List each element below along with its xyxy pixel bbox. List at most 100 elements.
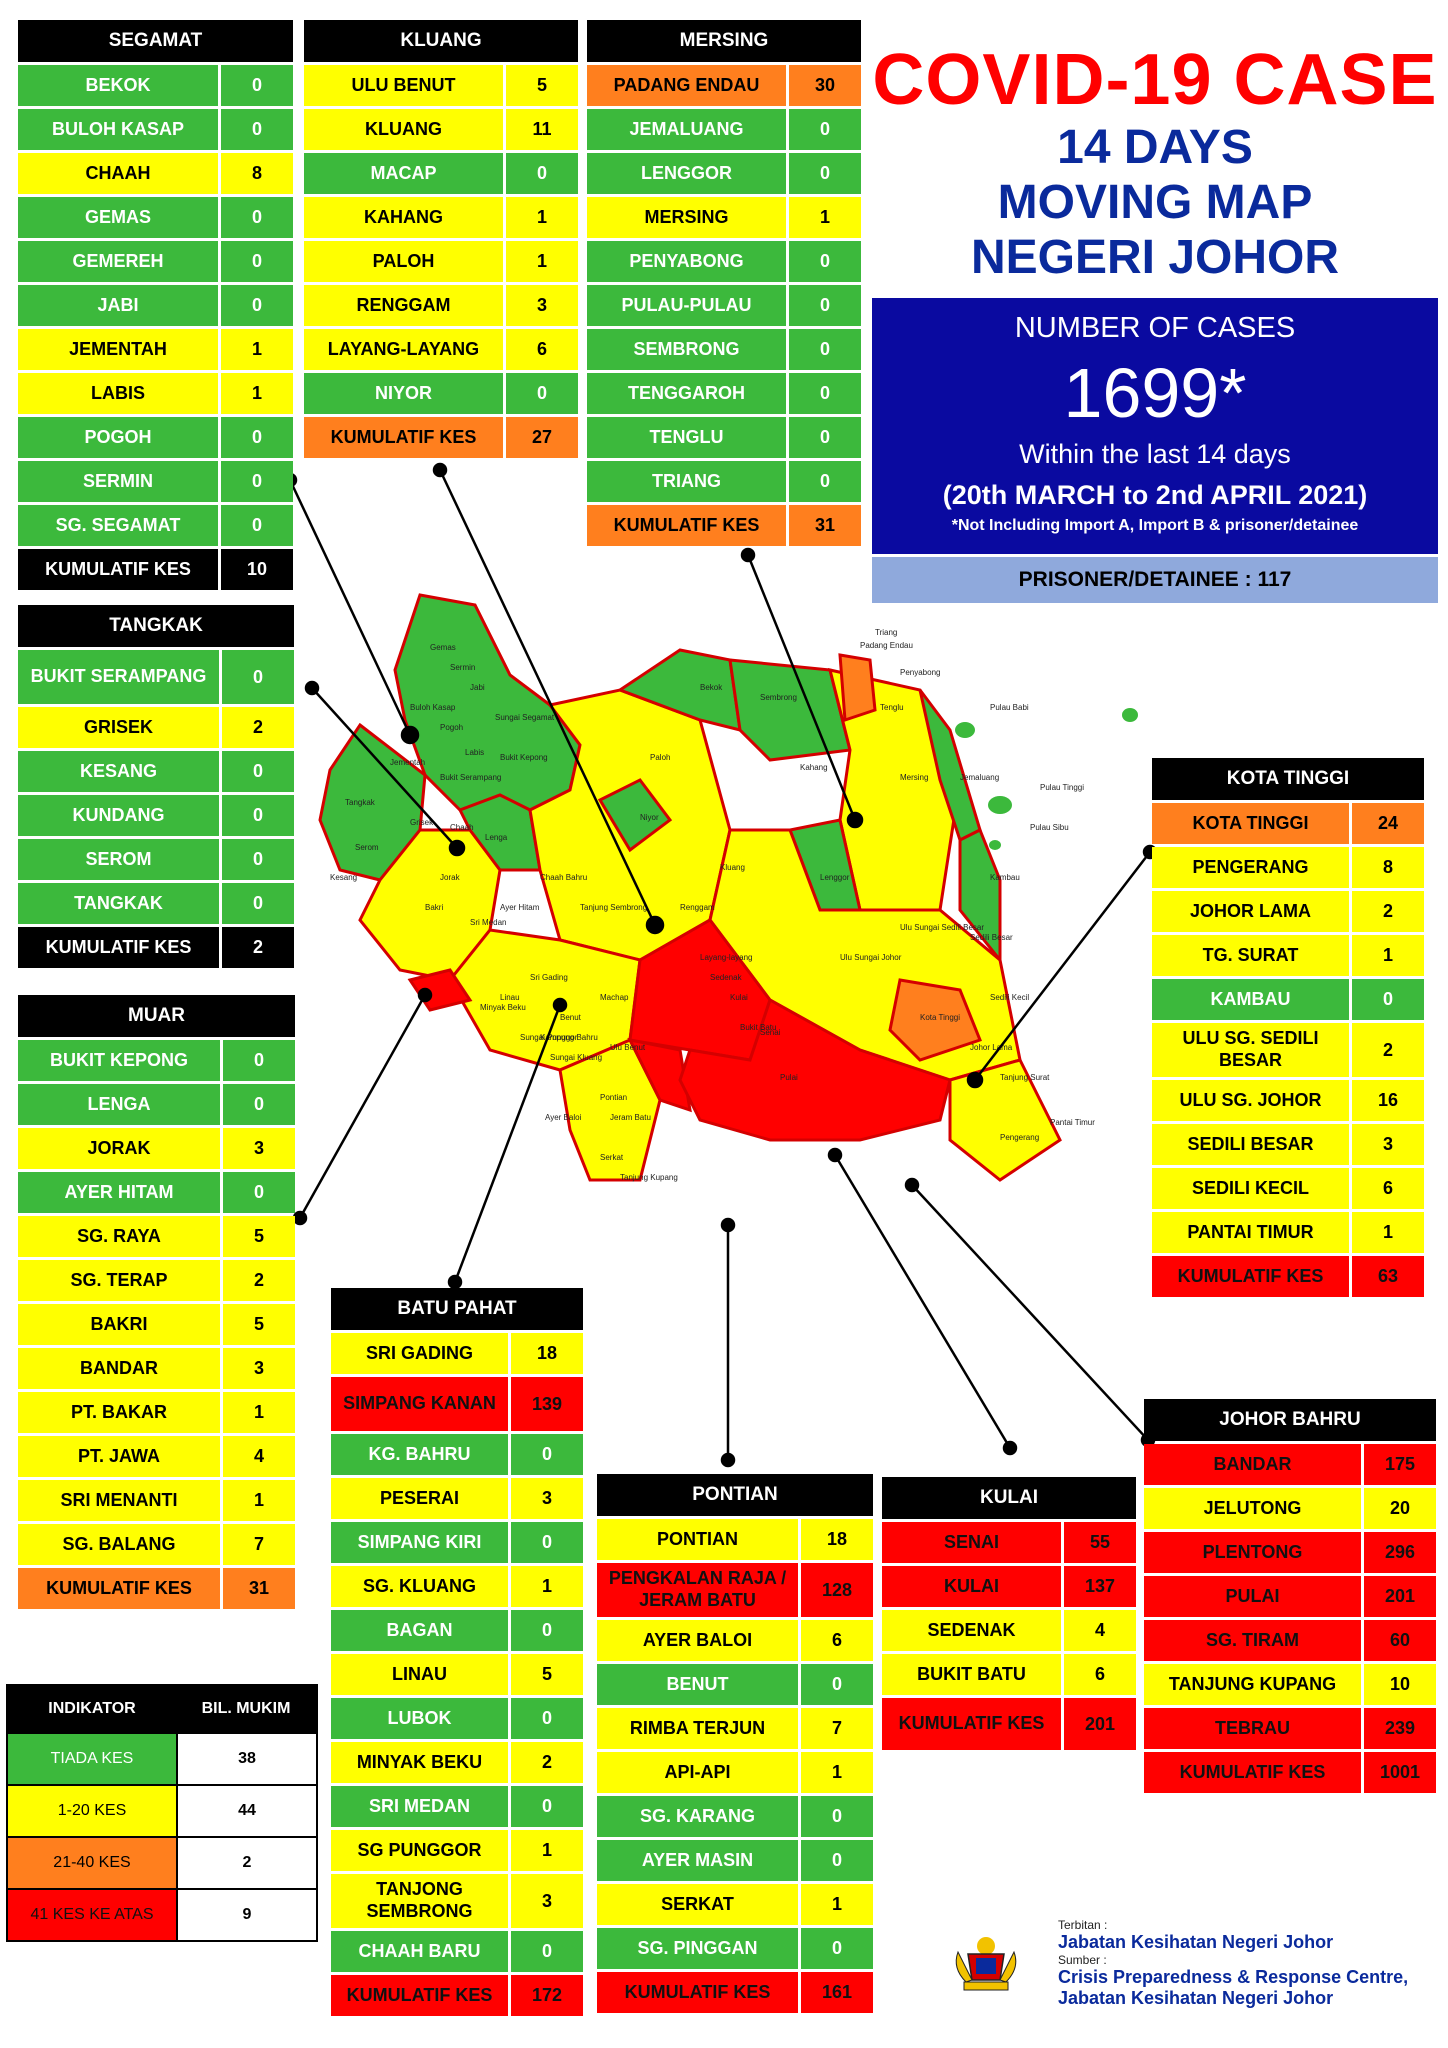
map-label: Machap [600,993,629,1002]
map-label: Pontian [600,1093,627,1102]
map-label: Ulu Sungai Johor [840,953,902,962]
mukim-row: BUKIT KEPONG 0 [18,1040,295,1081]
map-label: Ulu Benut [610,1043,646,1052]
mukim-name: PONTIAN [597,1519,798,1560]
mukim-row: SEDILI BESAR 3 [1152,1124,1424,1165]
case-count: 27 [506,417,578,458]
mukim-name: ULU SG. SEDILI BESAR [1152,1023,1349,1077]
map-label: Senai [760,1028,781,1037]
case-count: 1 [801,1752,873,1793]
mukim-row: API-API 1 [597,1752,873,1793]
mukim-row: KULAI 137 [882,1566,1136,1607]
mukim-name: KUMULATIF KES [304,417,503,458]
mukim-row: POGOH 0 [18,417,293,458]
island-pulau-sibu [989,840,1001,850]
case-count: 0 [789,417,861,458]
mukim-row: JELUTONG 20 [1144,1488,1436,1529]
mukim-row: CHAAH 8 [18,153,293,194]
prisoner-count: PRISONER/DETAINEE : 117 [872,557,1438,603]
mukim-name: CHAAH BARU [331,1931,508,1972]
legend-label: 1-20 KES [8,1786,176,1836]
mukim-name: SG. TERAP [18,1260,220,1301]
case-count: 6 [801,1620,873,1661]
case-count: 0 [222,839,294,880]
cumulative-row: KUMULATIF KES 172 [331,1975,583,2016]
mukim-name: RIMBA TERJUN [597,1708,798,1749]
case-count: 0 [221,241,293,282]
mukim-name: TEBRAU [1144,1708,1361,1749]
map-label: Kampung Bahru [540,1033,598,1042]
map-label: Sedili Kecil [990,993,1029,1002]
mukim-name: JEMALUANG [587,109,786,150]
mukim-name: SRI GADING [331,1333,508,1374]
mukim-name: BANDAR [18,1348,220,1389]
mukim-row: LENGGOR 0 [587,153,861,194]
case-count: 1 [223,1392,295,1433]
case-count: 1 [221,329,293,370]
case-count: 3 [511,1874,583,1928]
mukim-row: KAMBAU 0 [1152,979,1424,1020]
mukim-name: KLUANG [304,109,503,150]
case-count: 0 [801,1840,873,1881]
case-count: 0 [223,1172,295,1213]
case-count: 161 [801,1972,873,2013]
cases-date-range: (20th MARCH to 2nd APRIL 2021) [942,480,1368,510]
case-count: 1 [221,373,293,414]
case-count: 128 [801,1563,873,1617]
cases-summary-box: NUMBER OF CASES 1699* Within the last 14… [872,298,1438,554]
mukim-name: AYER MASIN [597,1840,798,1881]
cumulative-row: KUMULATIF KES 27 [304,417,578,458]
mukim-name: KUMULATIF KES [18,1568,220,1609]
credit-sumber-label: Sumber : [1058,1953,1107,1967]
case-count: 5 [223,1304,295,1345]
mukim-row: MACAP 0 [304,153,578,194]
mukim-name: PENYABONG [587,241,786,282]
case-count: 0 [506,373,578,414]
mukim-name: KAHANG [304,197,503,238]
district-mersing: MERSING PADANG ENDAU 30 JEMALUANG 0 LENGGOR 0 M… [587,20,861,549]
mukim-name: SIMPANG KIRI [331,1522,508,1563]
district-header: MERSING [587,20,861,62]
mukim-row: KLUANG 11 [304,109,578,150]
mukim-row: BUKIT BATU 6 [882,1654,1136,1695]
case-count: 2 [223,1260,295,1301]
mukim-name: PALOH [304,241,503,282]
legend-row: 21-40 KES 2 [8,1836,316,1888]
district-pontian: PONTIAN PONTIAN 18 PENGKALAN RAJA / JERAM B… [597,1474,873,2016]
case-count: 4 [223,1436,295,1477]
case-count: 0 [221,285,293,326]
mukim-row: KUNDANG 0 [18,795,294,836]
district-muar: MUAR BUKIT KEPONG 0 LENGA 0 JORAK 3 AYER HITAM 0… [18,995,295,1612]
case-count: 1 [1352,1212,1424,1253]
mukim-row: JOHOR LAMA 2 [1152,891,1424,932]
legend-header-indicator: INDIKATOR [48,1700,136,1717]
map-label: Bakri [425,903,443,912]
map-label: Ulu Sungai Sedili Besar [900,923,984,932]
map-label: Bukit Batu [740,1023,776,1032]
mukim-row: CHAAH BARU 0 [331,1931,583,1972]
district-header: PONTIAN [597,1474,873,1516]
title-block: COVID-19 CASE 14 DAYS MOVING MAP NEGERI … [870,40,1440,285]
case-count: 4 [1064,1610,1136,1651]
mukim-name: KULAI [882,1566,1061,1607]
title-line-1: COVID-19 CASE [872,40,1438,120]
case-count: 11 [506,109,578,150]
mukim-name: GEMAS [18,197,218,238]
mukim-name: PESERAI [331,1478,508,1519]
mukim-row: SEDENAK 4 [882,1610,1136,1651]
case-count: 8 [1352,847,1424,888]
case-count: 18 [801,1519,873,1560]
mukim-name: SRI MEDAN [331,1786,508,1827]
cases-total: 1699* [1063,354,1247,432]
mukim-name: BULOH KASAP [18,109,218,150]
mukim-name: KUMULATIF KES [331,1975,508,2016]
case-count: 0 [511,1434,583,1475]
mukim-name: PT. BAKAR [18,1392,220,1433]
island-pulau-tinggi [988,796,1012,814]
mukim-row: GEMAS 0 [18,197,293,238]
mukim-name: BANDAR [1144,1444,1361,1485]
case-count: 0 [221,461,293,502]
mukim-row: KESANG 0 [18,751,294,792]
mukim-row: GEMEREH 0 [18,241,293,282]
mukim-row: SG. RAYA 5 [18,1216,295,1257]
